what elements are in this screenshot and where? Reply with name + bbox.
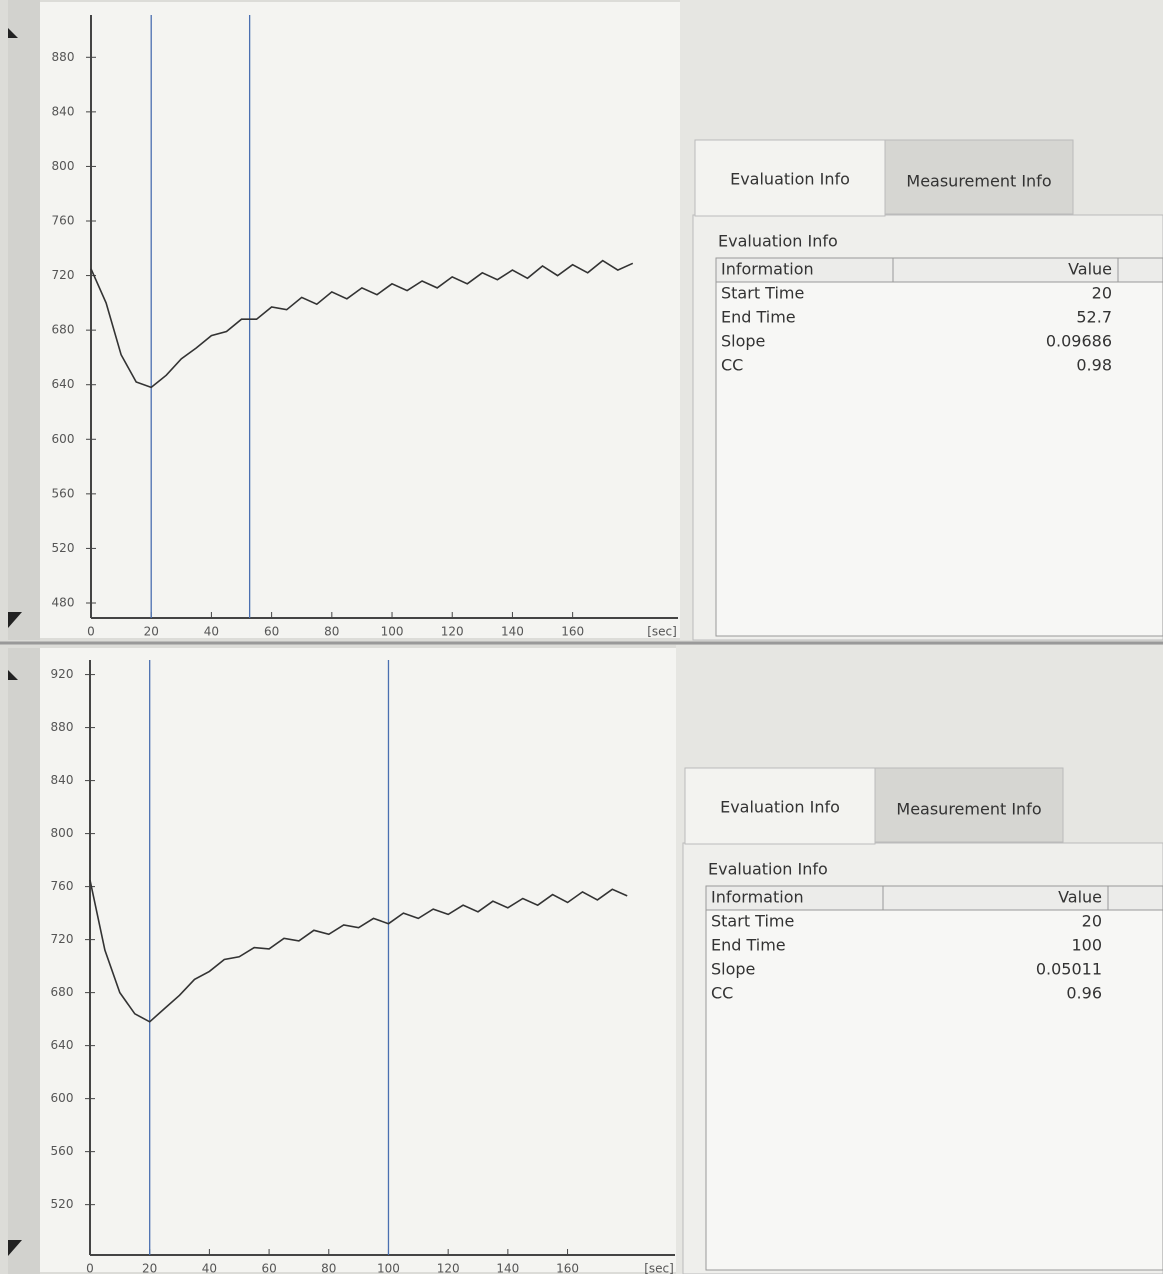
x-tick-label: 160 [556, 1262, 579, 1274]
row-value: 100 [1071, 936, 1102, 955]
y-tick-label: 520 [52, 541, 75, 555]
y-tick-label: 840 [52, 104, 75, 118]
x-tick-label: 100 [377, 1262, 400, 1274]
row-value: 0.09686 [1046, 332, 1112, 351]
y-tick-label: 680 [52, 323, 75, 337]
row-value: 0.98 [1076, 356, 1112, 375]
x-tick-label: 40 [202, 1262, 217, 1274]
y-tick-label: 720 [51, 932, 74, 946]
y-tick-label: 920 [51, 667, 74, 681]
y-tick-label: 800 [51, 826, 74, 840]
row-label: Start Time [721, 284, 804, 303]
x-tick-label: 20 [144, 625, 159, 639]
x-tick-label: 80 [324, 625, 339, 639]
x-tick-label: 80 [321, 1262, 336, 1274]
tab-label: Evaluation Info [720, 798, 840, 817]
header-cell: Information [721, 260, 814, 279]
tab-label: Measurement Info [896, 800, 1041, 819]
y-tick-label: 880 [52, 50, 75, 64]
x-tick-label: 40 [204, 625, 219, 639]
tab-label: Measurement Info [906, 172, 1051, 191]
y-tick-label: 560 [51, 1144, 74, 1158]
y-tick-label: 560 [52, 486, 75, 500]
y-tick-label: 840 [51, 773, 74, 787]
left-strip [8, 0, 40, 640]
y-tick-label: 640 [51, 1038, 74, 1052]
y-tick-label: 600 [51, 1091, 74, 1105]
row-label: Start Time [711, 912, 794, 931]
chart-area [40, 648, 676, 1272]
x-tick-label: 120 [441, 625, 464, 639]
x-axis-label: [sec] [647, 625, 677, 639]
y-tick-label: 800 [52, 159, 75, 173]
x-tick-label: 0 [86, 1262, 94, 1274]
header-cell: Information [711, 888, 804, 907]
x-tick-label: 140 [496, 1262, 519, 1274]
y-tick-label: 480 [52, 595, 75, 609]
y-tick-label: 760 [52, 214, 75, 228]
x-tick-label: 120 [437, 1262, 460, 1274]
chart-area [40, 2, 680, 638]
row-label: End Time [721, 308, 796, 327]
y-tick-label: 600 [52, 432, 75, 446]
x-tick-label: 140 [501, 625, 524, 639]
y-tick-label: 640 [52, 377, 75, 391]
row-value: 20 [1082, 912, 1102, 931]
x-axis-label: [sec] [644, 1262, 674, 1274]
row-label: CC [711, 984, 733, 1003]
x-tick-label: 100 [381, 625, 404, 639]
y-tick-label: 680 [51, 985, 74, 999]
row-label: End Time [711, 936, 786, 955]
y-tick-label: 520 [51, 1197, 74, 1211]
row-value: 52.7 [1076, 308, 1112, 327]
y-tick-label: 720 [52, 268, 75, 282]
row-label: Slope [721, 332, 765, 351]
header-cell: Value [1068, 260, 1112, 279]
row-label: CC [721, 356, 743, 375]
row-value: 0.96 [1066, 984, 1102, 1003]
row-label: Slope [711, 960, 755, 979]
left-strip [8, 648, 40, 1274]
x-tick-label: 0 [87, 625, 95, 639]
row-value: 20 [1092, 284, 1112, 303]
x-tick-label: 20 [142, 1262, 157, 1274]
group-label: Evaluation Info [708, 860, 828, 879]
x-tick-label: 60 [264, 625, 279, 639]
screen: 4805205606006406807207608008408800204060… [0, 0, 1163, 1274]
tab-label: Evaluation Info [730, 170, 850, 189]
y-tick-label: 880 [51, 720, 74, 734]
page: 4805205606006406807207608008408800204060… [0, 0, 1163, 1274]
y-tick-label: 760 [51, 879, 74, 893]
row-value: 0.05011 [1036, 960, 1102, 979]
x-tick-label: 160 [561, 625, 584, 639]
header-cell: Value [1058, 888, 1102, 907]
group-label: Evaluation Info [718, 232, 838, 251]
x-tick-label: 60 [261, 1262, 276, 1274]
